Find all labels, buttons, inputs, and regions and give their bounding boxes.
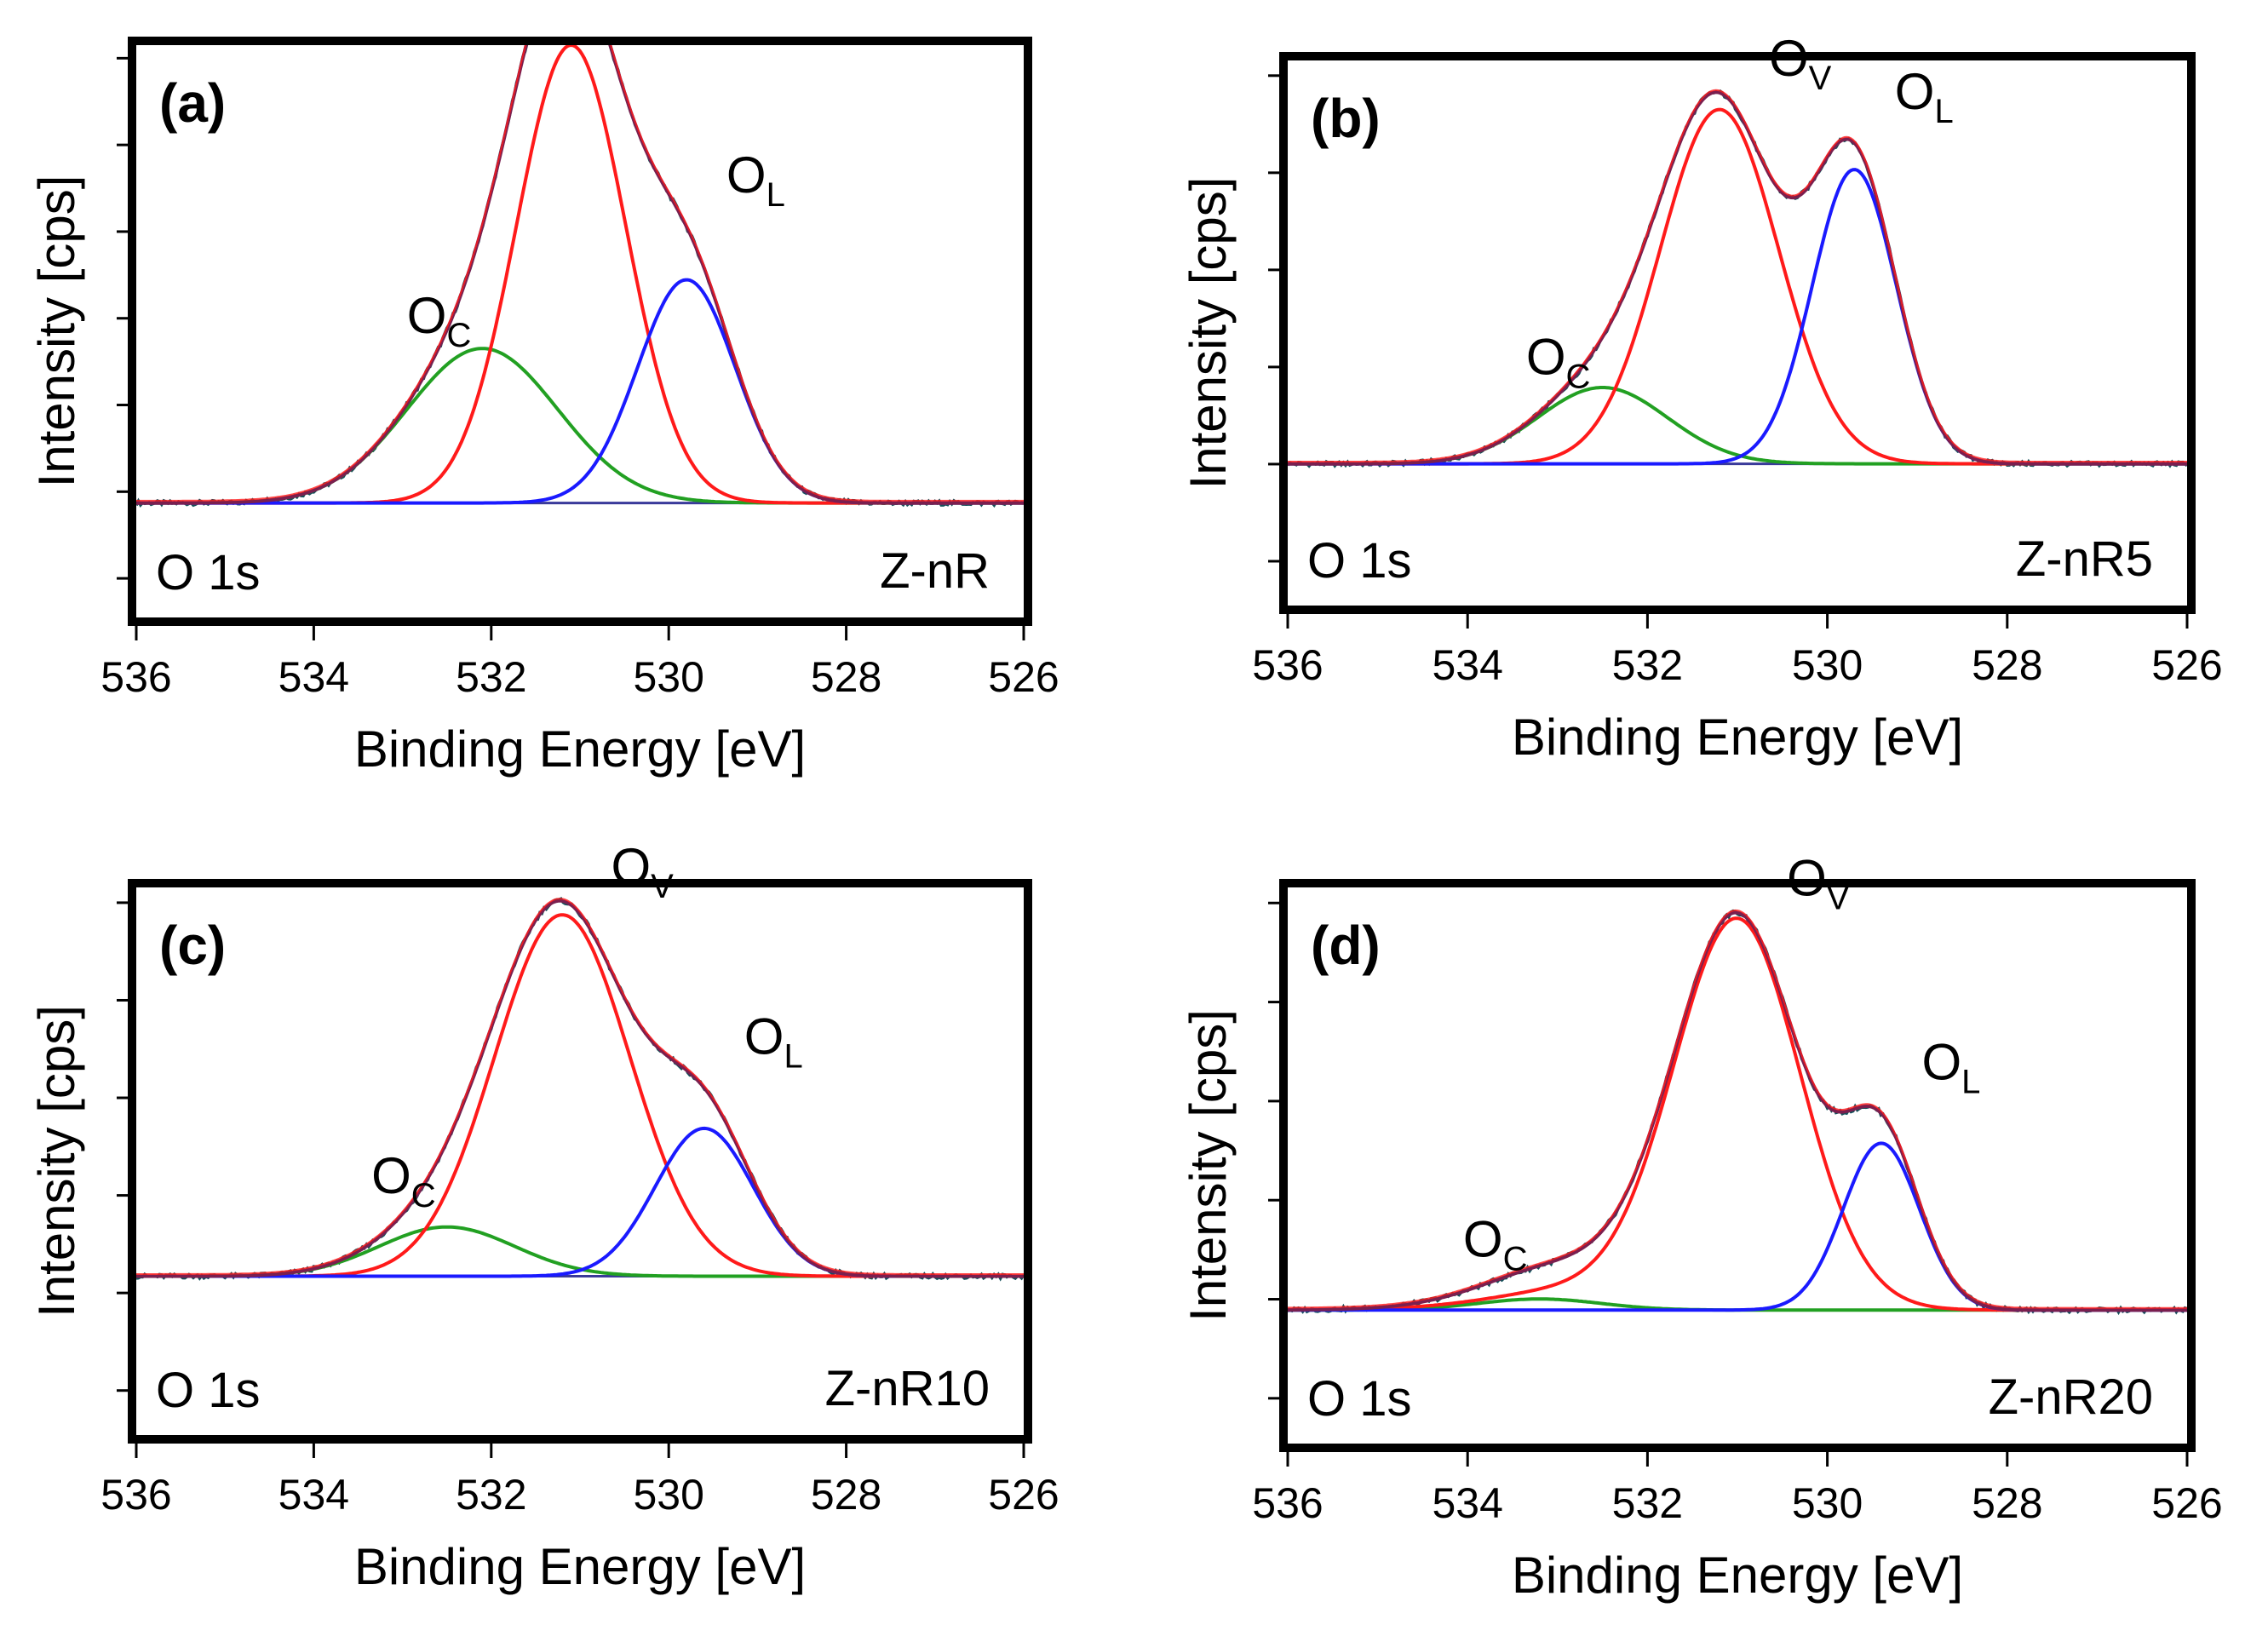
panel-b: 536 534 532 530 528 526 Binding Energy [eV] Int… — [1180, 30, 2223, 766]
panel-label: (d) — [1311, 915, 1381, 976]
core-level-label: O 1s — [156, 1363, 261, 1418]
y-axis-label: Intensity [cps] — [28, 175, 85, 488]
x-tick-label: 534 — [1432, 1479, 1502, 1527]
x-tick-label: 526 — [2151, 641, 2222, 689]
sample-label: Z-nR20 — [1989, 1369, 2153, 1425]
peak-ov-line — [1288, 916, 2187, 1312]
x-tick-label: 530 — [633, 653, 703, 701]
x-tick-label: 528 — [811, 1471, 881, 1519]
x-tick-label: 530 — [633, 1471, 703, 1519]
panel-d: 536 534 532 530 528 526 Binding Energy [eV] Int… — [1180, 850, 2223, 1604]
core-level-label: O 1s — [156, 545, 261, 600]
peak-oc-line — [1288, 386, 2187, 466]
envelope-line — [1288, 910, 2187, 1312]
peak-label-ov: OV — [611, 838, 674, 905]
x-axis-label: Binding Energy [eV] — [1512, 709, 1963, 766]
x-tick-label: 534 — [278, 1471, 349, 1519]
peak-ol-line — [136, 278, 1024, 505]
plot-area — [1288, 909, 2187, 1316]
peak-ov-line — [1288, 107, 2187, 466]
sample-label: Z-nR — [880, 543, 990, 599]
sample-label: Z-nR5 — [2016, 531, 2153, 587]
peak-label-ov: OV — [1769, 30, 1832, 97]
fit-envelope-line — [136, 898, 1024, 1275]
raw-data-line — [1288, 89, 2187, 468]
panel-a: 536 534 532 530 528 526 Binding Energy [eV] Int… — [28, 37, 1059, 778]
x-tick-label: 532 — [456, 1471, 526, 1519]
x-tick-label: 536 — [1252, 641, 1323, 689]
peak-label-ol: OL — [1921, 1033, 1980, 1100]
plot-area — [1288, 89, 2187, 468]
peak-label-ol: OL — [744, 1008, 803, 1075]
x-tick-label: 526 — [988, 1471, 1059, 1519]
envelope-line — [136, 899, 1024, 1278]
peak-label-ol: OL — [726, 146, 785, 214]
peak-ol-line — [1288, 168, 2187, 466]
envelope-line — [1288, 90, 2187, 466]
sample-label: Z-nR10 — [825, 1361, 990, 1416]
x-axis-label: Binding Energy [eV] — [1512, 1547, 1963, 1604]
x-tick-label: 530 — [1792, 641, 1863, 689]
x-tick-label: 530 — [1792, 1479, 1863, 1527]
plot-area — [136, 45, 1024, 508]
x-tick-label: 534 — [1432, 641, 1502, 689]
plot-frame — [128, 37, 1032, 626]
raw-data-line — [136, 45, 1024, 508]
plot-area — [136, 897, 1024, 1282]
peak-label-ov: OV — [1787, 850, 1850, 917]
peak-label-oc: OC — [1526, 329, 1591, 396]
panel-label: (b) — [1311, 88, 1381, 149]
x-tick-label: 526 — [2151, 1479, 2222, 1527]
x-axis-label: Binding Energy [eV] — [354, 1538, 806, 1595]
peak-label-oc: OC — [371, 1147, 436, 1214]
x-tick-label: 526 — [988, 653, 1059, 701]
peak-label-oc: OC — [407, 287, 472, 354]
fit-envelope-line — [1288, 89, 2187, 462]
core-level-label: O 1s — [1307, 1371, 1412, 1427]
peak-ov-line — [136, 913, 1024, 1278]
x-tick-label: 536 — [1252, 1479, 1323, 1527]
x-tick-label: 532 — [1612, 1479, 1683, 1527]
x-tick-label: 532 — [1612, 641, 1683, 689]
y-axis-label: Intensity [cps] — [1180, 1009, 1237, 1322]
x-tick-label: 528 — [811, 653, 881, 701]
x-tick-label: 536 — [100, 1471, 171, 1519]
raw-data-line — [1288, 909, 2187, 1316]
plot-frame — [1279, 52, 2196, 614]
peak-ol-line — [1288, 1141, 2187, 1312]
fit-envelope-line — [136, 45, 1024, 502]
fit-envelope-line — [1288, 909, 2187, 1309]
panel-c: 536 534 532 530 528 526 Binding Energy [eV] Int… — [28, 838, 1059, 1595]
raw-data-line — [136, 897, 1024, 1282]
core-level-label: O 1s — [1307, 533, 1412, 588]
peak-label-oc: OC — [1463, 1211, 1528, 1278]
x-axis-label: Binding Energy [eV] — [354, 721, 806, 778]
x-tick-label: 532 — [456, 653, 526, 701]
peak-ol-line — [136, 1126, 1024, 1278]
x-tick-label: 536 — [100, 653, 171, 701]
panel-label: (a) — [159, 72, 226, 134]
plot-frame — [128, 879, 1032, 1444]
envelope-line — [136, 45, 1024, 505]
x-tick-label: 528 — [1972, 1479, 2042, 1527]
plot-frame — [1279, 879, 2196, 1452]
y-axis-label: Intensity [cps] — [28, 1005, 85, 1318]
panel-label: (c) — [159, 915, 226, 976]
peak-label-ol: OL — [1895, 63, 1954, 130]
x-tick-label: 534 — [278, 653, 349, 701]
y-axis-label: Intensity [cps] — [1180, 177, 1237, 490]
x-tick-label: 528 — [1972, 641, 2042, 689]
